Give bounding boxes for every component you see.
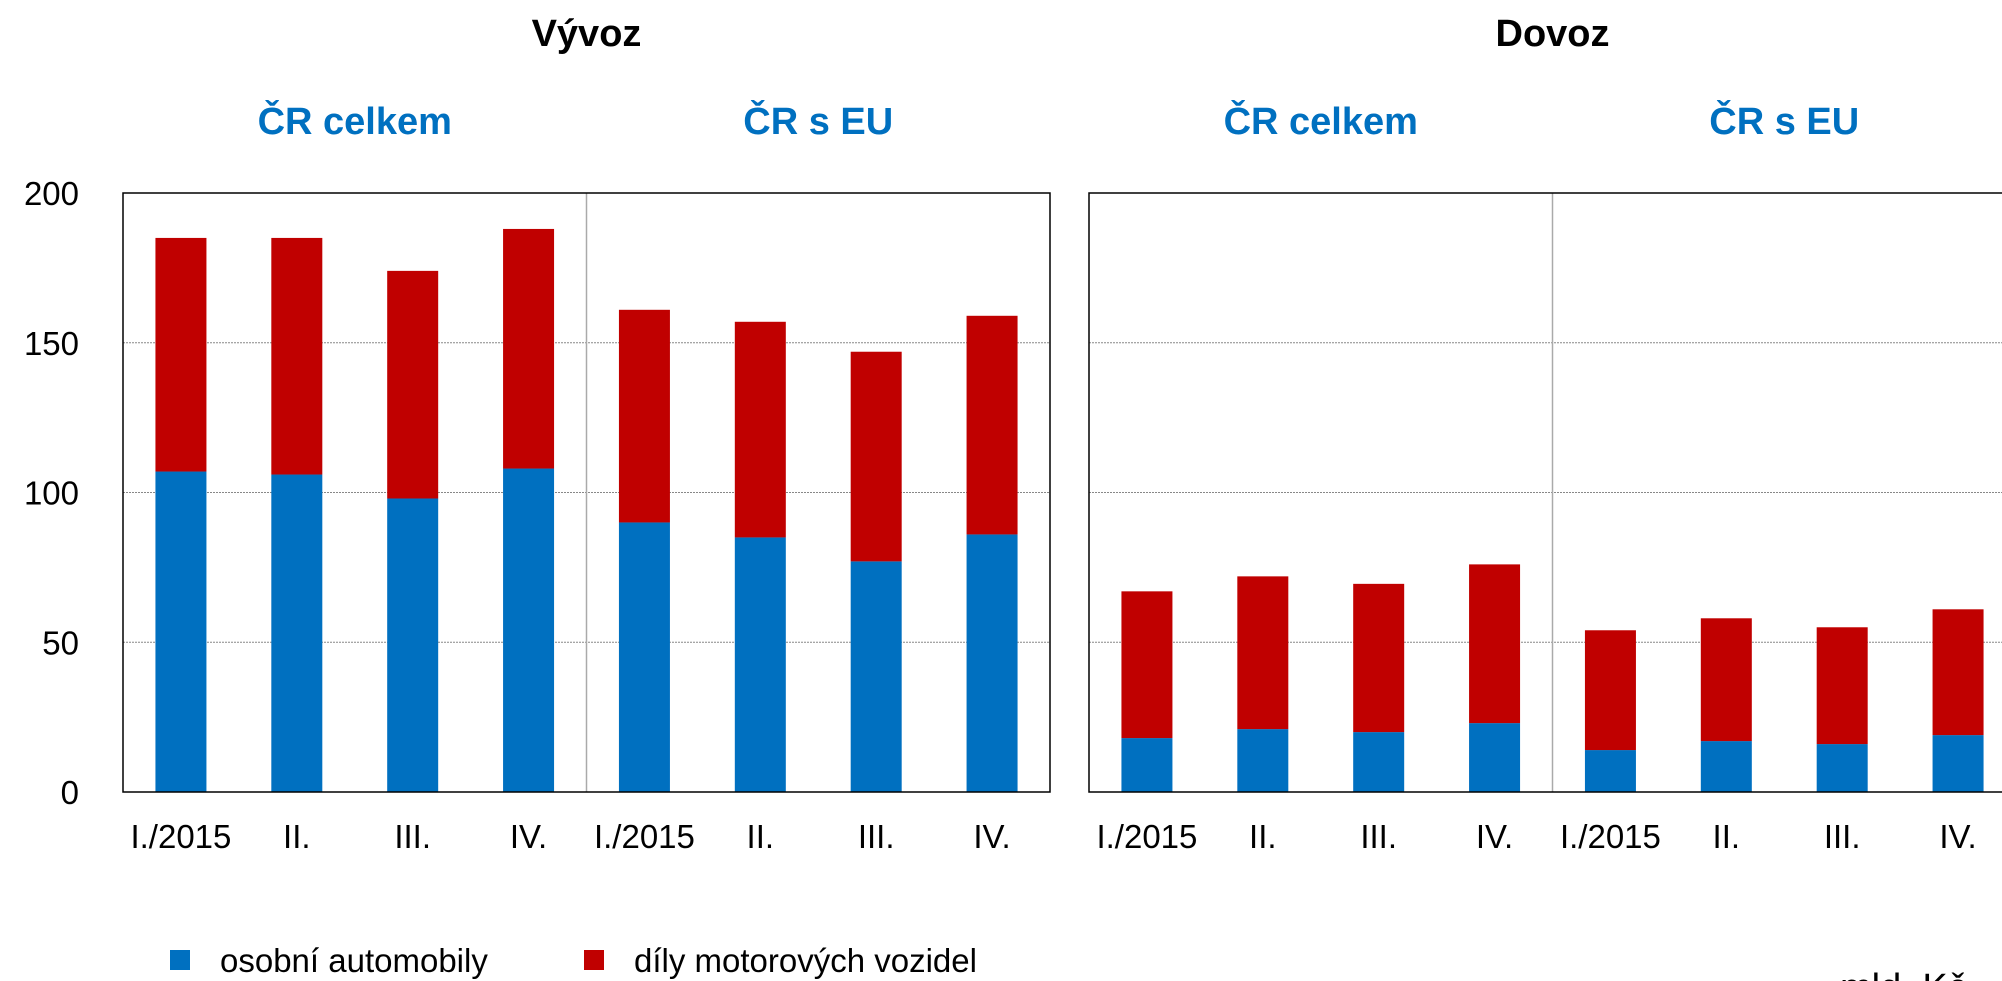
x-tick-label: III. — [1360, 818, 1397, 855]
bar-segment — [618, 522, 670, 792]
y-tick-label: 0 — [61, 774, 79, 811]
bar-segment — [1469, 564, 1521, 724]
plot-frame — [122, 192, 1051, 793]
x-tick-label: II. — [1249, 818, 1277, 855]
bar-segment — [734, 537, 786, 792]
bar-segment — [1584, 750, 1636, 792]
x-tick-label: II. — [283, 818, 311, 855]
bar-segment — [387, 498, 439, 792]
x-tick-label: III. — [1824, 818, 1861, 855]
chart-title: Dovoz — [1496, 13, 1610, 55]
bar-segment — [1121, 738, 1173, 792]
bar-segment — [1237, 729, 1289, 792]
group-label: ČR s EU — [743, 98, 893, 143]
bar-segment — [1700, 618, 1752, 742]
x-tick-label: III. — [394, 818, 431, 855]
chart-title: Vývoz — [532, 13, 642, 55]
legend-swatch — [584, 950, 604, 970]
bar-segment — [1469, 723, 1521, 792]
group-label: ČR s EU — [1709, 98, 1859, 143]
x-tick-label: I./2015 — [1560, 818, 1661, 855]
bar-segment — [1353, 583, 1405, 733]
x-tick-label: II. — [747, 818, 775, 855]
legend-swatch — [170, 950, 190, 970]
bar-segment — [966, 315, 1018, 535]
bar-segment — [1932, 735, 1984, 792]
group-label: ČR celkem — [258, 98, 452, 143]
x-tick-label: IV. — [1476, 818, 1513, 855]
group-label: ČR celkem — [1224, 98, 1418, 143]
x-tick-label: IV. — [1939, 818, 1976, 855]
x-tick-label: I./2015 — [1096, 818, 1197, 855]
x-tick-label: III. — [858, 818, 895, 855]
bar-segment — [1932, 609, 1984, 736]
bar-segment — [1121, 591, 1173, 739]
x-tick-label: IV. — [973, 818, 1010, 855]
bar-segment — [155, 471, 207, 792]
plot-frame — [1088, 192, 2002, 793]
x-tick-label: I./2015 — [594, 818, 695, 855]
bar-segment — [387, 270, 439, 499]
bar-segment — [271, 474, 323, 792]
bar-segment — [155, 237, 207, 472]
y-tick-label: 150 — [24, 325, 79, 362]
bar-segment — [1584, 630, 1636, 751]
y-tick-label: 50 — [42, 624, 79, 661]
bar-segment — [1700, 741, 1752, 792]
y-tick-label: 200 — [24, 175, 79, 212]
bar-segment — [503, 228, 555, 469]
bar-segment — [734, 321, 786, 538]
bar-segment — [850, 561, 902, 792]
bar-segment — [966, 534, 1018, 792]
bar-segment — [271, 237, 323, 475]
bar-segment — [1353, 732, 1405, 792]
x-tick-label: I./2015 — [130, 818, 231, 855]
x-tick-label: IV. — [510, 818, 547, 855]
legend-label: díly motorových vozidel — [634, 942, 977, 979]
x-tick-label: II. — [1713, 818, 1741, 855]
legend-label: osobní automobily — [220, 942, 488, 979]
bar-segment — [1816, 744, 1868, 792]
bar-segment — [1816, 627, 1868, 745]
bar-segment — [1237, 576, 1289, 730]
bar-segment — [618, 309, 670, 523]
unit-label: mld. Kč — [1840, 967, 1967, 981]
bar-segment — [503, 468, 555, 792]
y-tick-label: 100 — [24, 475, 79, 512]
bar-segment — [850, 351, 902, 562]
